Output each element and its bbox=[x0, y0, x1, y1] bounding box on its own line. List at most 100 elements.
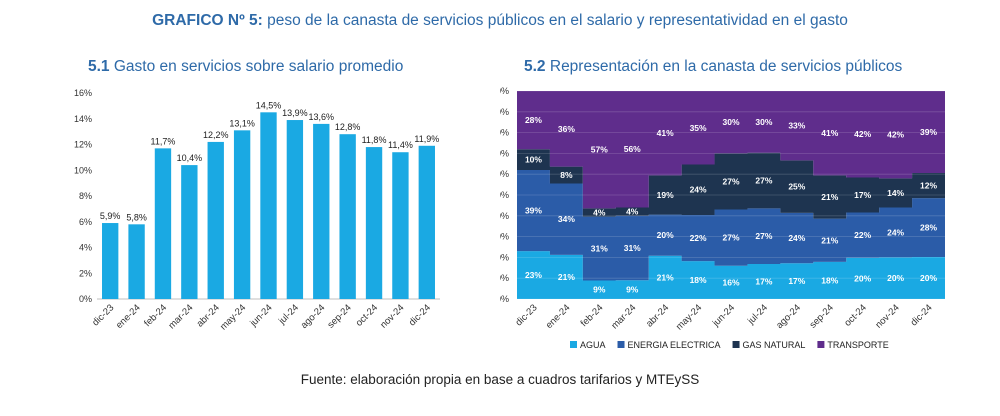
area-data-label: 27% bbox=[755, 231, 772, 241]
area-series-agua bbox=[517, 251, 945, 299]
x-tick-label: jun-24 bbox=[710, 302, 737, 329]
y-tick-label: 2% bbox=[79, 268, 92, 278]
x-tick-label: may-24 bbox=[218, 302, 248, 332]
y-tick-label: 90% bbox=[500, 107, 509, 117]
figure-title: GRAFICO Nº 5: peso de la canasta de serv… bbox=[0, 12, 1000, 30]
area-data-label: 20% bbox=[657, 230, 674, 240]
area-data-label: 25% bbox=[788, 182, 805, 192]
area-data-label: 23% bbox=[525, 270, 542, 280]
area-data-label: 56% bbox=[624, 144, 641, 154]
x-tick-label: abr-24 bbox=[644, 302, 671, 329]
bar-data-label: 5,8% bbox=[126, 212, 147, 222]
area-data-label: 28% bbox=[525, 115, 542, 125]
source-note: Fuente: elaboración propia en base a cua… bbox=[300, 372, 700, 387]
area-data-label: 41% bbox=[657, 128, 674, 138]
area-data-label: 12% bbox=[920, 181, 937, 191]
y-tick-label: 8% bbox=[79, 191, 92, 201]
area-data-label: 27% bbox=[755, 176, 772, 186]
area-data-label: 42% bbox=[854, 129, 871, 139]
bar bbox=[339, 134, 356, 299]
bar bbox=[365, 147, 383, 299]
area-data-label: 41% bbox=[821, 128, 838, 138]
x-tick-label: feb-24 bbox=[142, 302, 169, 329]
area-data-label: 22% bbox=[854, 230, 871, 240]
x-tick-label: ago-24 bbox=[299, 302, 328, 331]
legend-swatch bbox=[617, 341, 625, 348]
area-data-label: 9% bbox=[626, 285, 639, 295]
bar-data-label: 14,5% bbox=[256, 100, 282, 110]
x-tick-label: ene-24 bbox=[114, 302, 143, 331]
area-data-label: 17% bbox=[788, 276, 805, 286]
y-tick-label: 14% bbox=[74, 114, 92, 124]
area-data-label: 17% bbox=[755, 276, 772, 286]
area-data-label: 42% bbox=[887, 130, 904, 140]
bar bbox=[260, 112, 277, 299]
area-data-label: 21% bbox=[558, 272, 575, 282]
legend-label: TRANSPORTE bbox=[827, 340, 888, 350]
x-tick-label: ago-24 bbox=[774, 302, 803, 331]
chart-1-title: 5.1 Gasto en servicios sobre salario pro… bbox=[88, 58, 403, 76]
x-tick-label: may-24 bbox=[674, 302, 704, 332]
area-data-label: 14% bbox=[887, 188, 904, 198]
area-data-label: 27% bbox=[722, 176, 739, 186]
legend-swatch bbox=[817, 341, 825, 348]
bar bbox=[154, 148, 172, 299]
bar-data-label: 11,4% bbox=[388, 140, 413, 150]
area-data-label: 36% bbox=[558, 124, 575, 134]
bar bbox=[286, 120, 304, 299]
bar bbox=[128, 224, 145, 299]
area-data-label: 17% bbox=[854, 190, 871, 200]
y-tick-label: 12% bbox=[74, 140, 92, 150]
area-data-label: 16% bbox=[722, 277, 739, 287]
x-tick-label: oct-24 bbox=[842, 302, 868, 328]
area-data-label: 30% bbox=[755, 117, 772, 127]
y-tick-label: 0% bbox=[79, 294, 92, 304]
bar-data-label: 5,9% bbox=[100, 211, 121, 221]
chart-2-title-number: 5.2 bbox=[524, 58, 546, 75]
chart-1-title-number: 5.1 bbox=[88, 58, 110, 75]
chart-2-title-text: Representación en la canasta de servicio… bbox=[545, 58, 903, 75]
area-data-label: 39% bbox=[525, 206, 542, 216]
bar-data-label: 10,4% bbox=[177, 153, 203, 163]
area-data-label: 9% bbox=[593, 285, 606, 295]
x-tick-label: oct-24 bbox=[354, 302, 380, 328]
area-data-label: 18% bbox=[821, 275, 838, 285]
chart-2-title: 5.2 Representación en la canasta de serv… bbox=[524, 58, 902, 76]
area-data-label: 4% bbox=[593, 208, 606, 218]
x-tick-label: mar-24 bbox=[609, 302, 638, 331]
area-data-label: 30% bbox=[722, 117, 739, 127]
area-data-label: 34% bbox=[558, 214, 575, 224]
area-data-label: 28% bbox=[920, 223, 937, 233]
area-data-label: 33% bbox=[788, 121, 805, 131]
x-tick-label: feb-24 bbox=[579, 302, 606, 329]
area-data-label: 27% bbox=[722, 233, 739, 243]
legend-swatch bbox=[570, 341, 577, 348]
y-tick-label: 70% bbox=[500, 148, 509, 158]
area-data-label: 57% bbox=[591, 145, 608, 155]
x-tick-label: jul-24 bbox=[745, 302, 770, 327]
area-data-label: 22% bbox=[690, 233, 707, 243]
bar bbox=[207, 141, 224, 299]
y-tick-label: 60% bbox=[500, 169, 509, 179]
x-tick-label: mar-24 bbox=[166, 302, 195, 331]
y-tick-label: 16% bbox=[74, 88, 92, 98]
legend-label: GAS NATURAL bbox=[743, 340, 806, 350]
bar bbox=[313, 123, 330, 300]
area-data-label: 8% bbox=[560, 170, 573, 180]
area-data-label: 39% bbox=[920, 127, 937, 137]
area-data-label: 35% bbox=[690, 123, 707, 133]
y-tick-label: 10% bbox=[500, 273, 509, 283]
x-tick-label: dic-24 bbox=[407, 302, 433, 328]
chart-1-title-text: Gasto en servicios sobre salario promedi… bbox=[109, 58, 404, 75]
y-tick-label: 10% bbox=[74, 165, 92, 175]
bar bbox=[102, 223, 119, 299]
bar bbox=[392, 152, 409, 299]
area-data-label: 10% bbox=[525, 155, 542, 165]
legend: AGUA ENERGIA ELECTRICA GAS NATURAL TRANSPOR… bbox=[570, 340, 889, 350]
bar-data-label: 13,6% bbox=[309, 112, 335, 122]
area-data-label: 20% bbox=[854, 273, 871, 283]
x-tick-label: ene-24 bbox=[544, 302, 573, 331]
bar-data-label: 12,2% bbox=[203, 130, 229, 140]
bar-data-label: 13,1% bbox=[229, 118, 255, 128]
x-tick-label: jul-24 bbox=[276, 302, 301, 327]
